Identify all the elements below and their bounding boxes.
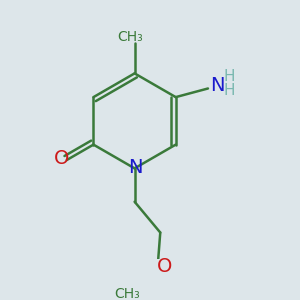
Text: O: O <box>157 257 172 276</box>
Text: N: N <box>128 158 143 177</box>
Text: N: N <box>210 76 224 95</box>
Text: H: H <box>224 83 235 98</box>
Text: H: H <box>223 69 235 84</box>
Text: O: O <box>53 149 69 168</box>
Text: CH₃: CH₃ <box>117 30 143 44</box>
Text: CH₃: CH₃ <box>115 286 140 300</box>
